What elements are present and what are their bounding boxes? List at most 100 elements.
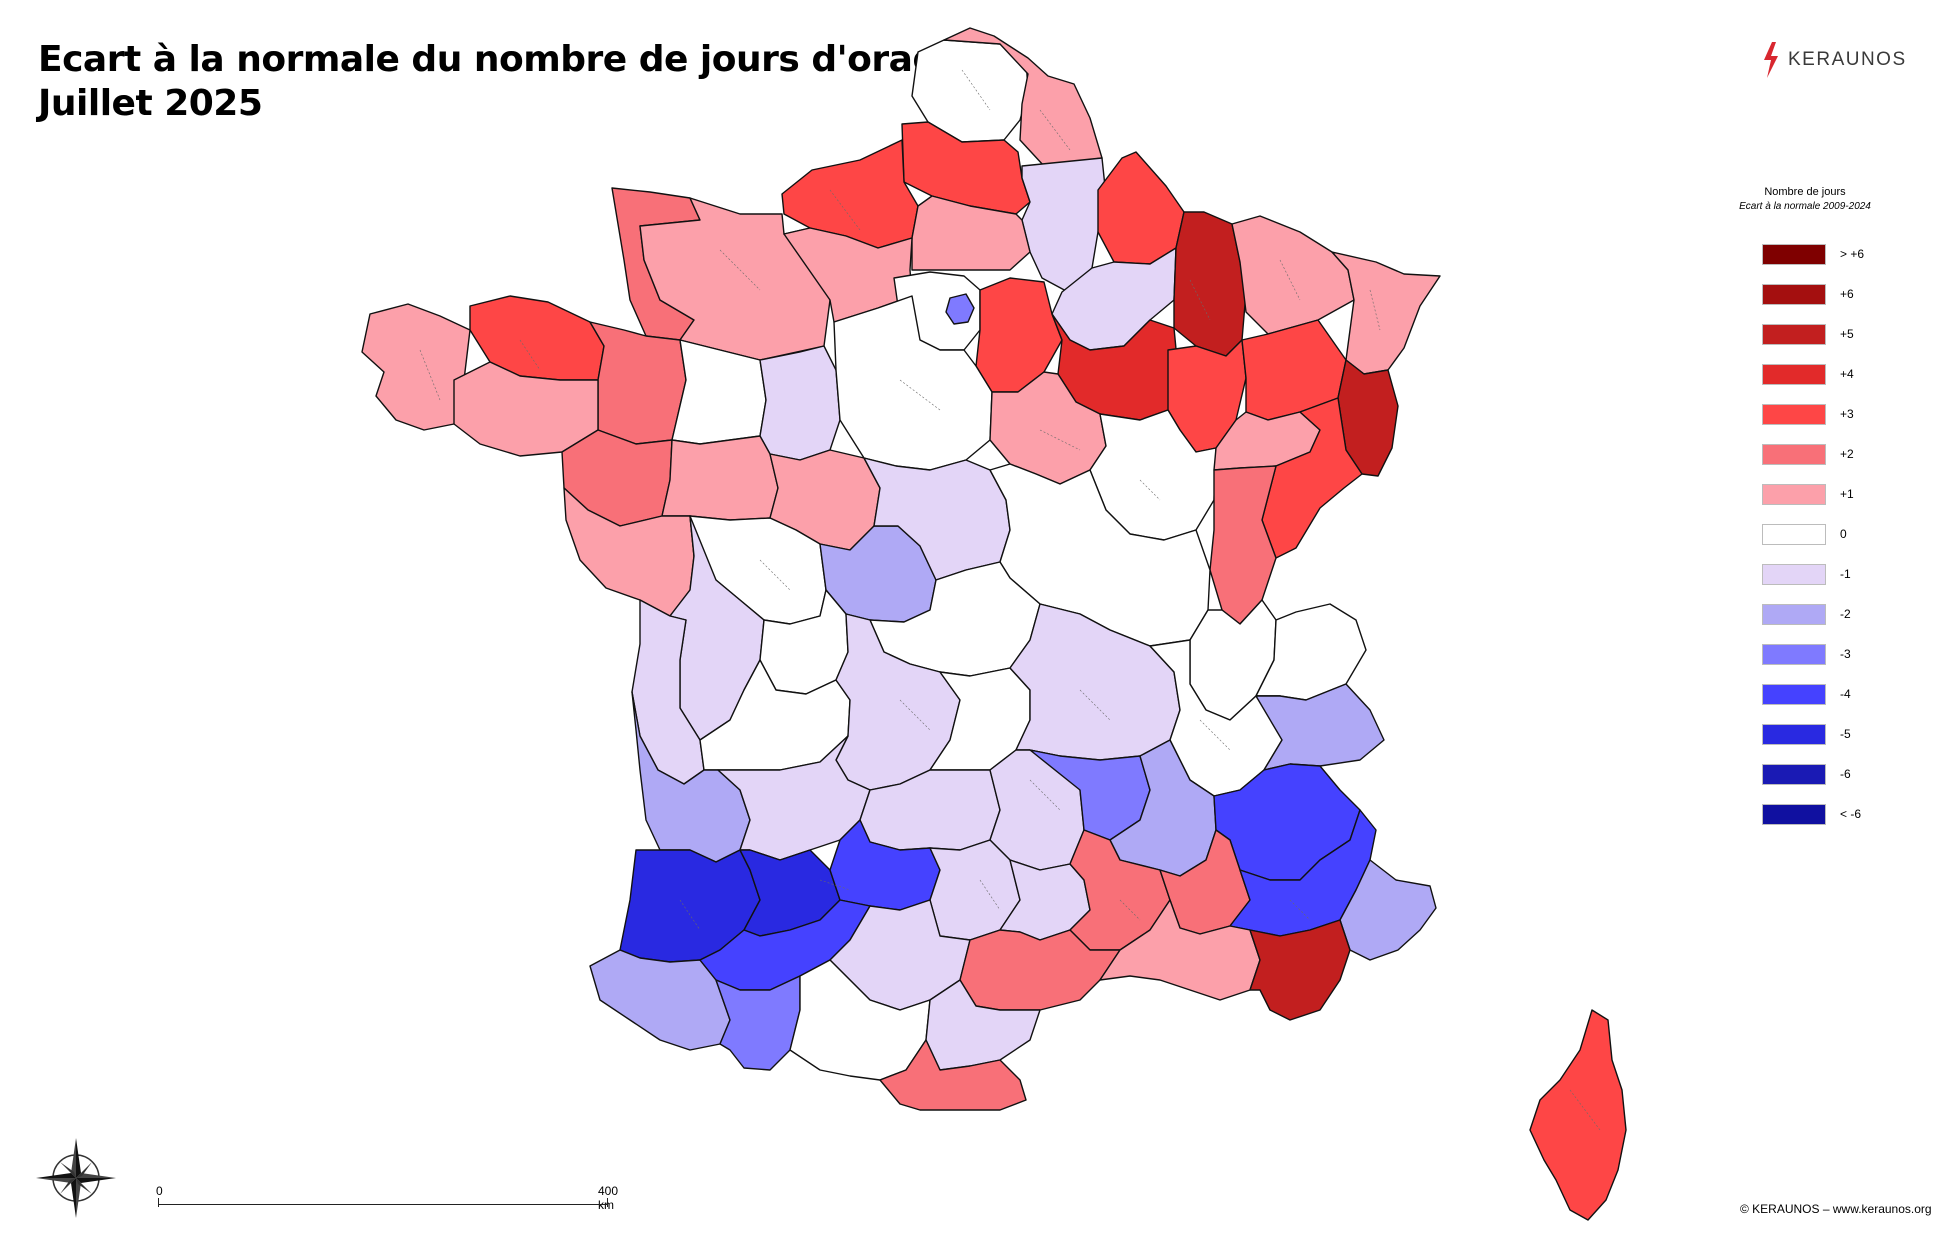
region-bas-rhin: [1331, 251, 1441, 375]
credit-text: © KERAUNOS – www.keraunos.org: [1740, 1202, 1932, 1216]
department-boundary: [961, 69, 991, 111]
legend-label: +1: [1840, 487, 1854, 501]
region-meuse: [1173, 211, 1247, 357]
legend-swatch: [1762, 763, 1826, 785]
department-boundary: [1079, 689, 1111, 721]
legend-label: +2: [1840, 447, 1854, 461]
department-boundary: [1039, 429, 1081, 451]
legend-item: +2: [1718, 434, 1918, 474]
region-oise: [911, 195, 1031, 271]
region-paris-core: [945, 293, 975, 325]
legend-item: 0: [1718, 514, 1918, 554]
title-line-2: Juillet 2025: [38, 83, 263, 124]
region-doubs: [1261, 397, 1363, 559]
department-boundary: [1369, 289, 1381, 331]
region-ille-et-vilaine: [589, 321, 687, 445]
legend-title: Nombre de jours: [1764, 186, 1846, 198]
legend-subtitle: Ecart à la normale 2009-2024: [1739, 201, 1871, 212]
scale-end-label: 400 km: [598, 1184, 619, 1212]
department-boundary: [829, 189, 861, 231]
region-ardennes: [1097, 151, 1185, 265]
legend-label: +5: [1840, 327, 1854, 341]
department-boundary: [1189, 279, 1211, 321]
department-boundary: [1139, 479, 1161, 501]
scale-bar: 0 400 km: [156, 1184, 619, 1214]
legend-swatch: [1762, 443, 1826, 465]
legend-item: -2: [1718, 594, 1918, 634]
legend-swatch: [1762, 243, 1826, 265]
legend-item: < -6: [1718, 794, 1918, 834]
region-savoie: [1255, 683, 1385, 771]
brand-logo: KERAUNOS: [1762, 42, 1907, 78]
region-maine-et-loire: [661, 435, 779, 521]
department-boundary: [759, 559, 791, 591]
compass-icon: [36, 1138, 116, 1218]
legend: Nombre de jours Ecart à la normale 2009-…: [1718, 186, 1918, 834]
legend-label: 0: [1840, 527, 1847, 541]
scale-tick-end: [607, 1198, 608, 1207]
region-sarthe-east: [759, 345, 841, 461]
legend-swatch: [1762, 683, 1826, 705]
legend-label: +3: [1840, 407, 1854, 421]
region-pas-de-calais-east: [943, 27, 1103, 167]
department-boundary: [1029, 779, 1061, 811]
legend-label: -6: [1840, 767, 1851, 781]
compass-rose: [34, 1136, 118, 1225]
legend-item: +4: [1718, 354, 1918, 394]
brand-name: KERAUNOS: [1788, 49, 1907, 70]
legend-swatch: [1762, 483, 1826, 505]
map-title: Ecart à la normale du nombre de jours d'…: [38, 38, 962, 126]
region-hautes-pyrenees: [715, 975, 801, 1071]
region-jura: [1209, 465, 1277, 625]
legend-label: -4: [1840, 687, 1851, 701]
legend-item: -4: [1718, 674, 1918, 714]
legend-swatch: [1762, 603, 1826, 625]
legend-label: < -6: [1840, 807, 1862, 821]
region-eure: [783, 227, 913, 323]
region-pyrenees-orientales: [879, 1039, 1027, 1111]
region-var: [1249, 919, 1351, 1021]
scale-line: [158, 1204, 608, 1205]
legend-label: +6: [1840, 287, 1854, 301]
legend-label: -1: [1840, 567, 1851, 581]
legend-list: > +6 +6 +5 +4 +3 +2 +1 0 -1 -2 -3 -4 -5 -6 < -6: [1718, 234, 1918, 834]
region-moselle: [1231, 215, 1355, 335]
legend-swatch: [1762, 363, 1826, 385]
legend-item: -5: [1718, 714, 1918, 754]
legend-swatch: [1762, 403, 1826, 425]
legend-item: +3: [1718, 394, 1918, 434]
legend-swatch: [1762, 563, 1826, 585]
legend-swatch: [1762, 723, 1826, 745]
department-boundary: [1119, 899, 1141, 921]
title-line-1: Ecart à la normale du nombre de jours d'…: [38, 39, 962, 80]
legend-item: +6: [1718, 274, 1918, 314]
department-boundary: [899, 699, 931, 731]
legend-swatch: [1762, 523, 1826, 545]
legend-label: > +6: [1840, 247, 1865, 261]
legend-swatch: [1762, 283, 1826, 305]
legend-item: -1: [1718, 554, 1918, 594]
department-boundary: [819, 879, 851, 891]
scale-start-label: 0: [156, 1184, 163, 1198]
legend-swatch: [1762, 643, 1826, 665]
legend-item: -3: [1718, 634, 1918, 674]
legend-swatch: [1762, 803, 1826, 825]
department-boundary: [419, 349, 441, 401]
lightning-icon: [1764, 42, 1778, 78]
department-boundary: [1279, 259, 1301, 301]
legend-label: -2: [1840, 607, 1851, 621]
scale-tick-start: [158, 1198, 159, 1207]
legend-label: -3: [1840, 647, 1851, 661]
legend-item: -6: [1718, 754, 1918, 794]
department-boundary: [1039, 109, 1071, 151]
legend-item: +1: [1718, 474, 1918, 514]
legend-label: +4: [1840, 367, 1854, 381]
region-corse: [1529, 1009, 1627, 1221]
department-boundary: [899, 379, 941, 411]
region-finistere: [361, 303, 471, 431]
department-boundary: [1569, 1089, 1601, 1131]
legend-label: -5: [1840, 727, 1851, 741]
legend-swatch: [1762, 323, 1826, 345]
department-boundary: [1289, 899, 1311, 921]
